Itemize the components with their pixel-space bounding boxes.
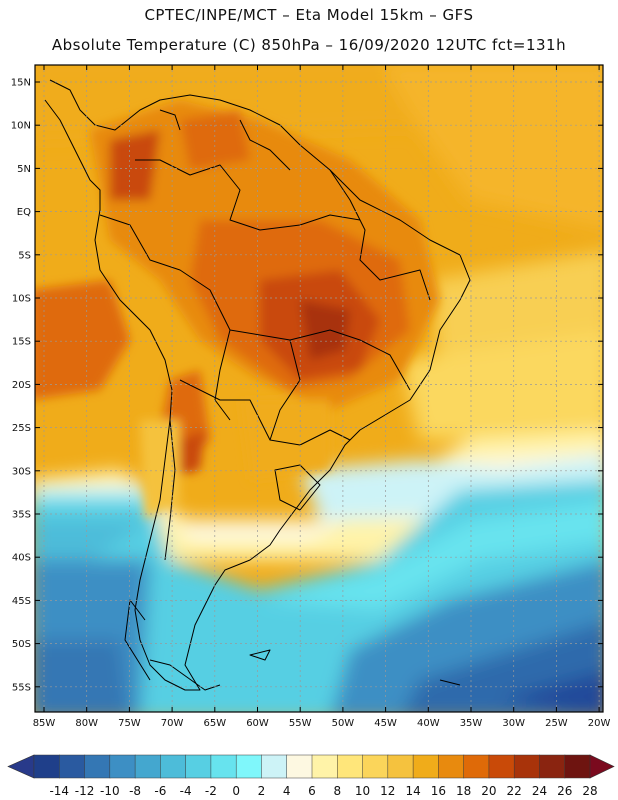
lon-label: 20W [588, 718, 611, 729]
lat-label: 35S [12, 510, 31, 521]
colorbar-label: -2 [205, 784, 217, 798]
lat-label: 45S [12, 596, 31, 607]
lat-label: 10S [12, 294, 31, 305]
colorbar-swatch [362, 754, 389, 779]
colorbar-label: 28 [582, 784, 597, 798]
colorbar-label: 2 [258, 784, 266, 798]
colorbar-swatch [539, 754, 566, 779]
lon-label: 45W [374, 718, 397, 729]
colorbar-swatch [84, 754, 111, 779]
colorbar-label: 10 [355, 784, 370, 798]
colorbar-label: -14 [49, 784, 69, 798]
lat-label: 20S [12, 380, 31, 391]
lon-label: 50W [332, 718, 355, 729]
colorbar-swatch [109, 754, 136, 779]
lon-label: 75W [118, 718, 141, 729]
colorbar-swatch [235, 754, 263, 779]
lon-label: 40W [417, 718, 440, 729]
colorbar-label: 26 [557, 784, 572, 798]
colorbar-swatch [261, 754, 288, 779]
colorbar-label: -12 [75, 784, 95, 798]
lat-label: 55S [12, 682, 31, 693]
colorbar-swatch [160, 754, 187, 779]
lat-label: 50S [12, 639, 31, 650]
lon-label: 55W [289, 718, 312, 729]
lat-label: 5N [17, 164, 31, 175]
lon-label: 35W [460, 718, 483, 729]
lat-label: 15S [12, 337, 31, 348]
lon-label: 80W [75, 718, 98, 729]
colorbar-label: -10 [100, 784, 120, 798]
colorbar-swatch [488, 754, 515, 779]
lat-label: 40S [12, 553, 31, 564]
map-frame [34, 64, 604, 713]
colorbar-label: -8 [129, 784, 141, 798]
colorbar-swatch [513, 754, 541, 779]
colorbar-labels: -14 -12 -10 -8 -6 -4 -2 0 2 4 6 8 10 12 14 16 18 20 22 24 26… [49, 784, 597, 798]
colorbar-swatch [564, 754, 591, 779]
temperature-field [35, 65, 603, 712]
colorbar-label: -6 [154, 784, 166, 798]
longitude-labels: 85W 80W 75W 70W 65W 60W 55W 50W 45W 40W 35W 30W 25W 2… [33, 718, 611, 729]
lat-label: 10N [11, 121, 31, 132]
colorbar-swatch [412, 754, 439, 779]
colorbar-swatch [337, 754, 364, 779]
chart-title-line1: CPTEC/INPE/MCT – Eta Model 15km – GFS [144, 6, 474, 24]
lon-label: 85W [33, 718, 56, 729]
colorbar-label: 12 [380, 784, 395, 798]
latitude-labels: 15N 10N 5N EQ 5S 10S 15S 20S 25S 30S 35S 40S 45S 50S 5… [11, 78, 31, 694]
colorbar-label: 6 [308, 784, 316, 798]
lon-label: 70W [161, 718, 184, 729]
colorbar [7, 754, 615, 779]
colorbar-label: 4 [283, 784, 291, 798]
axis-ticks [35, 65, 603, 712]
lat-label: 15N [11, 78, 31, 89]
colorbar-swatch [387, 754, 414, 779]
colorbar-low-arrow [7, 754, 35, 779]
colorbar-label: 0 [232, 784, 240, 798]
colorbar-swatch [59, 754, 86, 779]
lat-label: EQ [17, 207, 31, 218]
colorbar-label: 14 [405, 784, 420, 798]
colorbar-label: -4 [180, 784, 192, 798]
lon-label: 25W [545, 718, 568, 729]
colorbar-swatch [286, 754, 313, 779]
lat-label: 25S [12, 423, 31, 434]
colorbar-label: 24 [532, 784, 547, 798]
colorbar-swatch [185, 754, 212, 779]
colorbar-label: 18 [456, 784, 471, 798]
colorbar-swatch [463, 754, 490, 779]
colorbar-swatch [311, 754, 338, 779]
lon-label: 65W [203, 718, 226, 729]
colorbar-label: 8 [333, 784, 341, 798]
colorbar-label: 20 [481, 784, 496, 798]
lon-label: 30W [502, 718, 525, 729]
colorbar-swatch [438, 754, 465, 779]
lon-label: 60W [246, 718, 269, 729]
chart-title-line2: Absolute Temperature (C) 850hPa – 16/09/… [51, 36, 567, 54]
lat-label: 5S [18, 250, 31, 261]
colorbar-high-arrow [589, 754, 615, 779]
colorbar-label: 22 [507, 784, 522, 798]
colorbar-swatch [134, 754, 161, 779]
colorbar-swatch [210, 754, 237, 779]
lat-label: 30S [12, 466, 31, 477]
colorbar-label: 16 [431, 784, 446, 798]
colorbar-swatch [33, 754, 60, 779]
